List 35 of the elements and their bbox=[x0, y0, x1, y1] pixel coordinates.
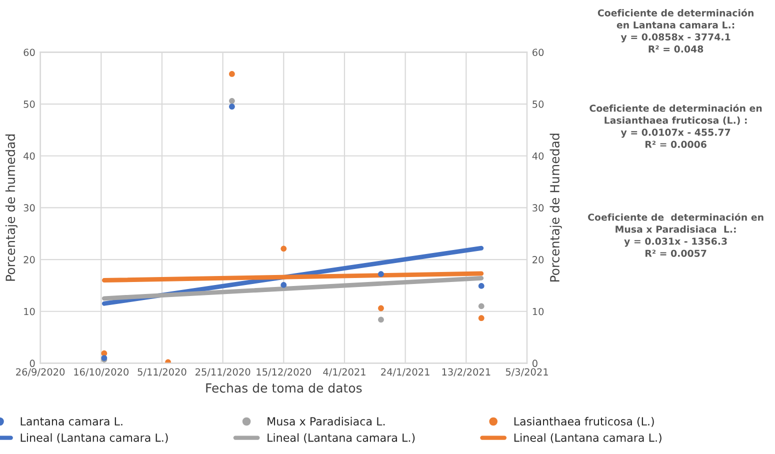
y-tick-label: 60 bbox=[24, 48, 35, 56]
text: Coeficiente de determinación en Lasianthaea fruticosa (L.) : y = 0.0107x - 455.77 R² = 0.0006 bbox=[590, 104, 762, 148]
legend-label: Musa x Paradisiaca L. bbox=[268, 416, 385, 426]
y-tick-label: 30 bbox=[24, 204, 35, 212]
y2-tick-label: 0 bbox=[532, 360, 538, 368]
y-tick-label: 20 bbox=[24, 256, 35, 264]
legend-label: Lineal (Lantana camara L.) bbox=[20, 433, 168, 444]
x-axis-title: Fechas de toma de datos bbox=[206, 383, 362, 393]
x-tick-label: 13/2/2021 bbox=[442, 368, 490, 376]
x-tick-label: 26/9/2020 bbox=[16, 368, 65, 376]
legend-label: Lineal (Lantana camara L.) bbox=[268, 433, 415, 444]
y2-tick-label: 60 bbox=[532, 48, 544, 56]
y-tick-label: 10 bbox=[24, 308, 35, 316]
x-tick-label: 16/10/2020 bbox=[74, 368, 129, 376]
x-tick-label: 15/12/2020 bbox=[256, 368, 312, 376]
y2-tick-label: 30 bbox=[532, 204, 544, 212]
y2-tick-label: 20 bbox=[532, 256, 544, 264]
legend-label: Lantana camara L. bbox=[20, 417, 122, 426]
y-tick-label: 0 bbox=[30, 360, 35, 368]
x-tick-label: 4/1/2021 bbox=[323, 368, 366, 376]
x-tick-label: 5/11/2020 bbox=[138, 368, 186, 376]
x-tick-label: 5/3/2021 bbox=[506, 368, 548, 376]
y2-tick-label: 50 bbox=[532, 100, 544, 108]
legend-label: Lasianthaea fruticosa (L.) bbox=[514, 416, 654, 427]
y-tick-label: 40 bbox=[24, 152, 35, 160]
y2-axis-title: Porcentaje de Humedad bbox=[550, 134, 562, 282]
x-tick-label: 24/1/2021 bbox=[381, 368, 430, 376]
text: Coeficiente de determinación en Lantana camara L.: y = 0.0858x - 3774.1 R² = 0.048 bbox=[598, 8, 754, 53]
y-axis-title: Porcentaje de humedad bbox=[5, 134, 18, 281]
y2-tick-label: 10 bbox=[532, 308, 544, 316]
text: Coeficiente de determinación en Musa x Paradisiaca L.: y = 0.031x - 1356.3 R² = 0.0057 bbox=[588, 213, 764, 257]
y2-tick-label: 40 bbox=[532, 152, 544, 160]
legend-label: Lineal (Lantana camara L.) bbox=[514, 433, 662, 444]
x-tick-label: 25/11/2020 bbox=[196, 368, 250, 376]
y-tick-label: 50 bbox=[24, 100, 35, 108]
